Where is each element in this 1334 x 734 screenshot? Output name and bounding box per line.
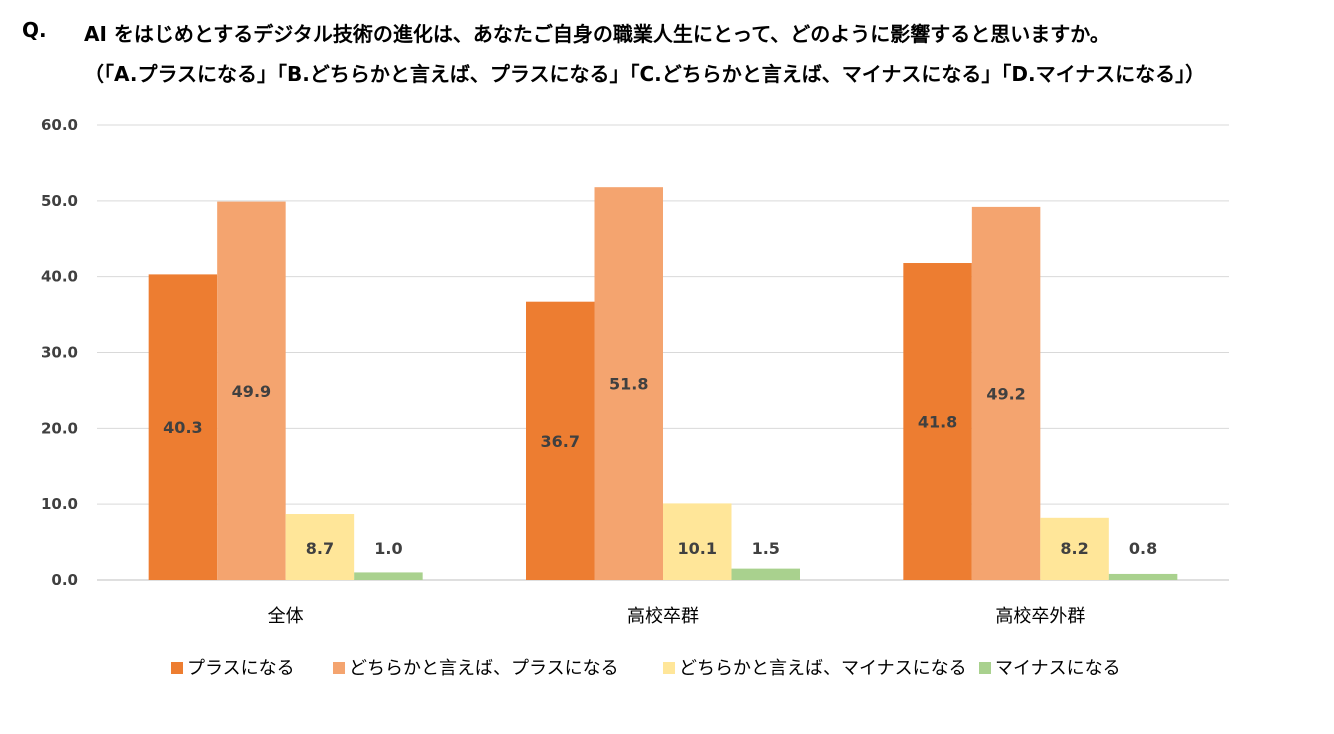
data-label-2-3: 0.8 [1129, 539, 1157, 558]
y-tick-label: 10.0 [41, 495, 78, 513]
y-tick-label: 0.0 [51, 571, 78, 589]
legend-swatch [663, 662, 675, 674]
bar-1-0 [526, 301, 595, 580]
data-label-1-2: 10.1 [678, 539, 717, 558]
bar-0-2 [285, 514, 355, 580]
data-label-2-0: 41.8 [918, 413, 957, 432]
bar-1-2 [663, 503, 732, 580]
question-prefix: Q. [22, 18, 47, 42]
category-label: 高校卒群 [627, 606, 699, 627]
data-label-1-0: 36.7 [541, 432, 580, 451]
legend: プラスになる どちらかと言えば、プラスになる どちらかと言えば、マイナスになる マイナ… [171, 658, 1121, 679]
y-axis: 0.0 10.0 20.0 30.0 40.0 50.0 60.0 [41, 116, 78, 589]
bar-1-3 [731, 568, 800, 580]
bar-0-3 [354, 572, 423, 580]
legend-swatch [171, 662, 183, 674]
y-tick-label: 30.0 [41, 344, 78, 362]
data-label-0-3: 1.0 [374, 539, 402, 558]
bar-2-0 [903, 263, 972, 580]
bar-0-1 [217, 201, 286, 580]
y-tick-label: 60.0 [41, 116, 78, 134]
y-tick-label: 20.0 [41, 419, 78, 437]
bar-0-0 [148, 274, 218, 580]
bar-1-1 [594, 187, 663, 580]
legend-label: どちらかと言えば、プラスになる [349, 658, 619, 679]
legend-label: どちらかと言えば、マイナスになる [679, 658, 967, 679]
data-label-0-0: 40.3 [163, 418, 202, 437]
bar-2-2 [1040, 517, 1109, 580]
bars [148, 187, 1178, 580]
x-axis: 全体 高校卒群 高校卒外群 [268, 606, 1086, 627]
data-label-1-3: 1.5 [752, 539, 780, 558]
legend-swatch [333, 662, 345, 674]
data-label-2-2: 8.2 [1060, 539, 1088, 558]
data-labels: 40.3 49.9 8.7 1.0 36.7 51.8 10.1 1.5 41.8 49.2 8.2… [163, 375, 1157, 558]
data-label-0-1: 49.9 [232, 382, 271, 401]
legend-swatch [979, 662, 991, 674]
data-label-2-1: 49.2 [986, 384, 1025, 403]
category-label: 高校卒外群 [995, 606, 1085, 627]
data-label-1-1: 51.8 [609, 375, 648, 394]
question-text: AI をはじめとするデジタル技術の進化は、あなたご自身の職業人生にとって、どのよ… [84, 22, 1110, 46]
y-tick-label: 50.0 [41, 192, 78, 210]
legend-label: マイナスになる [995, 658, 1121, 679]
data-label-0-2: 8.7 [306, 539, 334, 558]
y-tick-label: 40.0 [41, 268, 78, 286]
question-options: （「A.プラスになる」「B.どちらかと言えば、プラスになる」「C.どちらかと言え… [84, 62, 1206, 86]
category-label: 全体 [268, 606, 304, 627]
legend-label: プラスになる [187, 658, 295, 679]
bar-2-3 [1108, 573, 1178, 580]
bar-2-1 [971, 206, 1041, 580]
